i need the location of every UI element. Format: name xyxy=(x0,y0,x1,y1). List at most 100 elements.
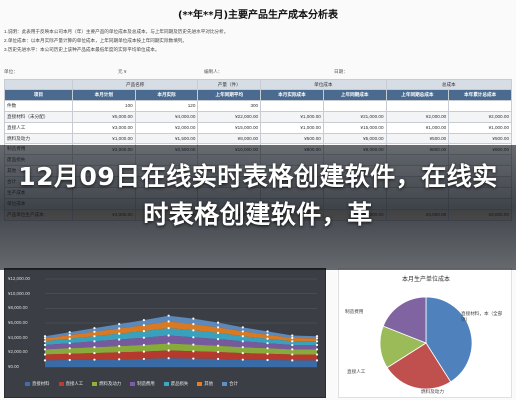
table-cell[interactable]: ¥2,000.00 xyxy=(134,121,199,134)
legend-swatch xyxy=(25,381,30,386)
data-point xyxy=(216,344,220,347)
table-cell[interactable]: ¥3,000.00 xyxy=(72,121,136,134)
data-point xyxy=(43,337,47,340)
data-point xyxy=(315,337,319,340)
data-point xyxy=(43,335,47,338)
data-point xyxy=(68,334,71,337)
table-cell[interactable]: ¥15,000.00 xyxy=(197,121,262,134)
column-header[interactable]: 本月实际 xyxy=(134,89,199,101)
legend-swatch xyxy=(163,381,169,386)
data-point xyxy=(142,336,146,339)
table-cell[interactable]: ¥1,000.00 xyxy=(448,121,512,134)
table-cell[interactable]: ¥2,000.00 xyxy=(385,110,450,123)
area-series[interactable] xyxy=(45,328,317,345)
table-cell[interactable]: 100 xyxy=(72,99,136,112)
y-tick-label: ¥6,000.00 xyxy=(8,320,28,325)
data-point xyxy=(315,335,319,338)
data-point xyxy=(118,358,121,361)
table-cell[interactable]: ¥1,000.00 xyxy=(260,121,324,134)
area-series[interactable] xyxy=(45,335,317,350)
legend-item[interactable]: 合计 xyxy=(222,381,238,387)
legend-item[interactable]: 制造费用 xyxy=(130,381,155,387)
group-header-cell: 总成本 xyxy=(385,79,513,90)
column-header[interactable]: 本年累计总成本 xyxy=(448,89,512,101)
data-point xyxy=(315,359,319,362)
area-series[interactable] xyxy=(45,358,317,367)
table-cell[interactable]: ¥2,000.00 xyxy=(448,110,512,123)
data-point xyxy=(266,337,269,340)
table-cell[interactable] xyxy=(260,99,324,112)
table-cell[interactable]: ¥500.00 xyxy=(448,132,512,145)
group-header-cell: 产品名称 xyxy=(71,79,199,90)
table-cell[interactable]: 300 xyxy=(197,99,262,112)
table-cell[interactable]: ¥21,000.00 xyxy=(322,110,387,123)
table-cell[interactable]: ¥500.00 xyxy=(385,132,450,145)
table-cell[interactable]: ¥4,000.00 xyxy=(134,110,199,123)
legend-label: 直接材料 xyxy=(32,381,50,386)
data-point xyxy=(315,343,319,347)
area-series[interactable] xyxy=(45,350,317,361)
table-cell[interactable]: ¥1,500.00 xyxy=(134,132,199,145)
row-label-cell[interactable]: 燃料及动力 xyxy=(4,132,73,145)
data-point xyxy=(216,331,220,334)
table-cell[interactable]: ¥5,000.00 xyxy=(72,110,136,123)
data-point xyxy=(167,320,170,323)
legend-item[interactable]: 直接材料 xyxy=(25,381,50,387)
data-point xyxy=(241,335,244,338)
table-cell[interactable] xyxy=(448,99,512,112)
data-point xyxy=(216,350,220,354)
table-cell[interactable]: 120 xyxy=(134,99,199,112)
pie-label: 直接人工 xyxy=(347,369,366,374)
table-cell[interactable]: ¥500.00 xyxy=(260,132,324,145)
legend-item[interactable]: 燃料及动力 xyxy=(92,381,121,387)
table-cell[interactable] xyxy=(322,99,387,112)
headline-text: 12月09日在线实时表格创建软件，在线实时表格创建软件，革 xyxy=(18,162,498,229)
data-point xyxy=(315,340,319,343)
data-point xyxy=(167,357,170,360)
data-point xyxy=(167,314,170,317)
data-point xyxy=(167,342,170,345)
legend-item[interactable]: 废品损失 xyxy=(163,381,188,387)
data-point xyxy=(315,353,319,356)
column-header[interactable]: 项目 xyxy=(4,89,73,101)
data-point xyxy=(43,359,47,362)
row-label-cell[interactable]: 直接人工 xyxy=(4,121,73,134)
legend-item[interactable]: 其他 xyxy=(197,381,213,387)
data-point xyxy=(43,353,47,356)
table-cell[interactable]: ¥1,000.00 xyxy=(72,132,136,145)
data-point xyxy=(192,343,195,346)
data-point xyxy=(68,358,71,362)
area-series[interactable] xyxy=(45,343,317,355)
table-cell[interactable]: ¥1,000.00 xyxy=(385,121,450,134)
legend-label: 直接人工 xyxy=(65,381,84,386)
area-series[interactable] xyxy=(45,321,317,342)
data-point xyxy=(43,343,47,347)
area-series[interactable] xyxy=(45,315,317,339)
column-header[interactable]: 上年同期总成本 xyxy=(385,89,450,101)
note-line: 3.历史先进水平：本公司历史上该种产品成本最低年度的实际平均单位成本。 xyxy=(4,46,160,52)
column-header[interactable]: 本月实际成本 xyxy=(260,89,324,101)
table-cell[interactable] xyxy=(385,99,450,112)
column-header[interactable]: 上年同期成本 xyxy=(322,89,387,101)
column-header[interactable]: 上年同期平均 xyxy=(197,89,262,101)
row-label-cell[interactable]: 件数 xyxy=(4,99,73,112)
table-cell[interactable]: ¥8,000.00 xyxy=(197,132,262,145)
pie-label: 制造费用 xyxy=(345,309,364,314)
y-tick-label: ¥12,000.00 xyxy=(8,276,30,281)
data-point xyxy=(266,342,269,345)
column-header[interactable]: 本月计划 xyxy=(72,89,136,101)
pie-slice[interactable] xyxy=(382,296,427,344)
table-cell[interactable]: ¥1,000.00 xyxy=(260,110,324,123)
table-row: 件数 100 120 300 xyxy=(4,99,512,112)
pie-slice[interactable] xyxy=(386,342,452,390)
table-cell[interactable]: ¥5,000.00 xyxy=(322,132,387,145)
row-label-cell[interactable]: 直接材料（未分配） xyxy=(4,110,73,123)
data-point xyxy=(118,338,121,341)
data-point xyxy=(93,327,96,330)
table-cell[interactable]: ¥15,000.00 xyxy=(322,121,387,134)
data-point xyxy=(266,330,269,333)
note-line: 1.说明：此表用于反映本公司本月（年）主要产品的单位成本及总成本，与上年同期及历… xyxy=(4,29,229,34)
legend-item[interactable]: 直接人工 xyxy=(58,381,84,387)
table-cell[interactable]: ¥22,000.00 xyxy=(197,110,262,123)
pie-title: 本月生产单位成本 xyxy=(401,276,450,283)
